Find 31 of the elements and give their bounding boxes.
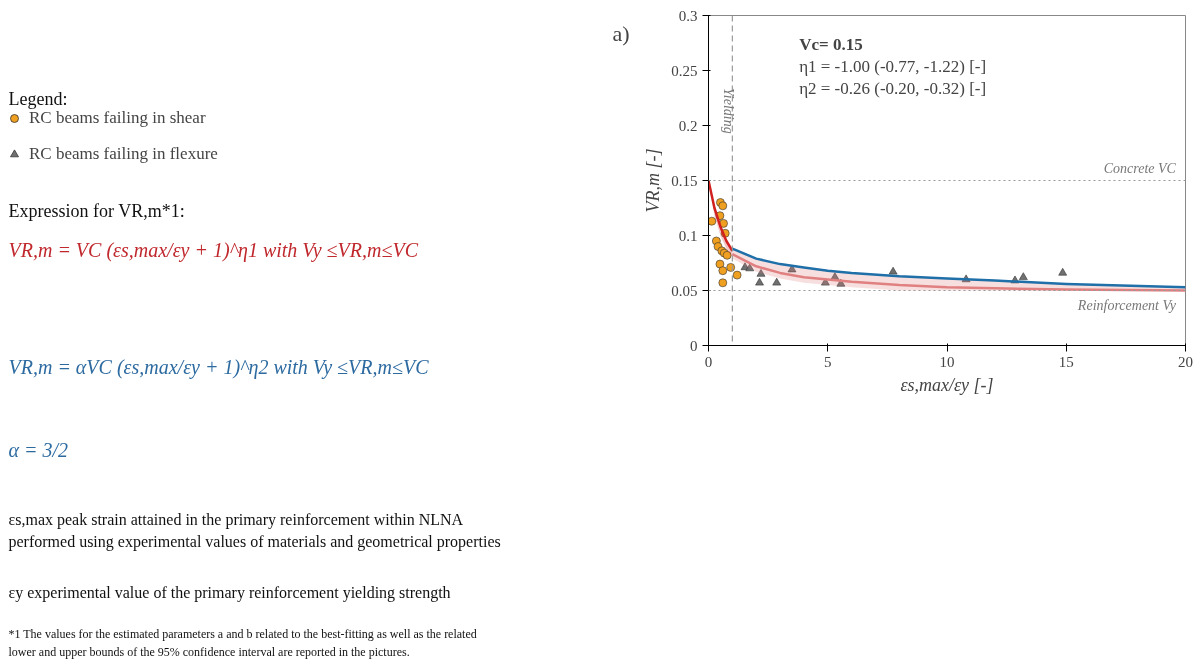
- legend-label: RC beams failing in shear: [29, 108, 206, 128]
- y-tick-label: 0.05: [671, 282, 698, 299]
- legend-label: RC beams failing in flexure: [29, 144, 218, 164]
- chart-title: a): [612, 20, 630, 46]
- x-tick-label: 10: [939, 353, 955, 370]
- annotation: Vc= 0.15: [799, 35, 863, 54]
- text: VR,m = VC (εs,max/εy + 1)^η1 with Vy ≤VR,m≤VC: [8, 238, 419, 262]
- y-tick-label: 0.2: [678, 117, 698, 134]
- x-axis-title: εs,max/εy [-]: [900, 374, 994, 395]
- text: εs,max peak strain attained in the primary reinforcement within NLNA performed using experimental values of materials and geometrical properties: [8, 510, 501, 551]
- x-tick-label: 0: [704, 353, 713, 370]
- y-tick-label: 0: [690, 337, 698, 354]
- x-tick-label: 15: [1058, 353, 1074, 370]
- ref-line-label: Reinforcement Vy: [1076, 297, 1177, 313]
- y-tick-label: 0.1: [678, 227, 698, 244]
- text: εy experimental value of the primary reinforcement yielding strength: [8, 583, 451, 602]
- annotation: η2 = -0.26 (-0.20, -0.32) [-]: [799, 79, 987, 98]
- x-tick-label: 20: [1178, 353, 1193, 370]
- x-tick-label: 5: [824, 353, 832, 370]
- text: Expression for VR,m*1:: [8, 200, 185, 221]
- text: Legend:: [8, 88, 68, 109]
- y-tick-label: 0.3: [678, 7, 698, 24]
- ref-line-label: Concrete VC: [1103, 160, 1177, 176]
- annotation: η1 = -1.00 (-0.77, -1.22) [-]: [799, 57, 987, 76]
- ref-line-label: Yielding: [721, 88, 737, 134]
- y-tick-label: 0.15: [671, 172, 698, 189]
- y-axis-title: VR,m [-]: [643, 148, 664, 213]
- text: α = 3/2: [8, 438, 69, 461]
- text: *1 The values for the estimated parameters a and b related to the best-fitting as well as the related lower and upper bounds of the 95% confidence interval are reported in the pictures.: [8, 626, 477, 659]
- y-tick-label: 0.25: [671, 62, 698, 79]
- text: VR,m = αVC (εs,max/εy + 1)^η2 with Vy ≤VR,m≤VC: [8, 355, 430, 379]
